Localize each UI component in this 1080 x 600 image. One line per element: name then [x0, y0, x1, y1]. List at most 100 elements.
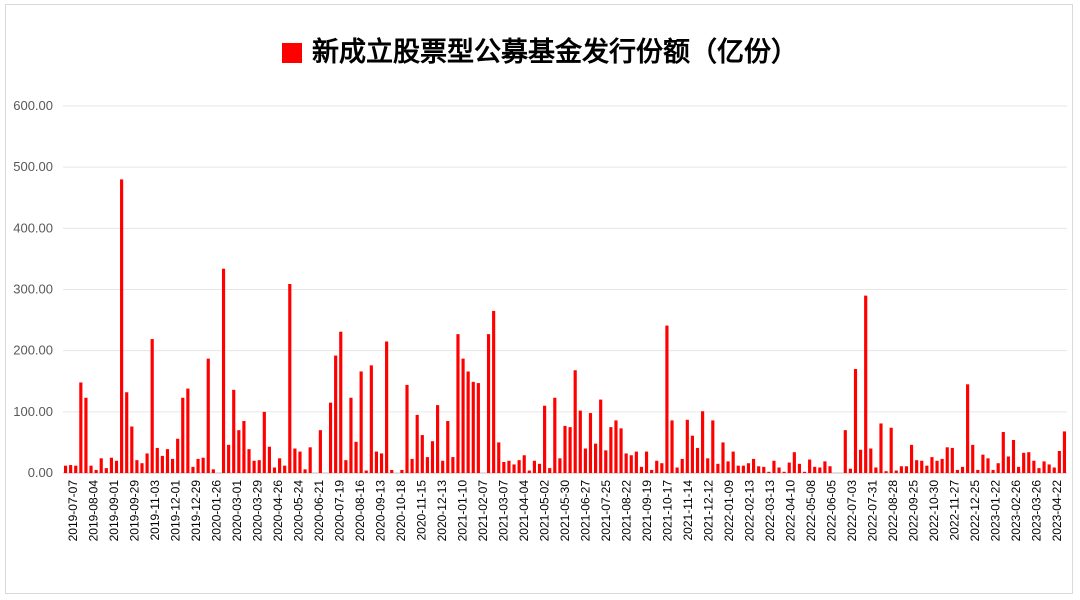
legend-swatch — [282, 43, 302, 63]
bar — [1001, 432, 1005, 473]
x-tick-label: 2021-09-19 — [640, 480, 654, 542]
x-tick-label: 2022-07-31 — [865, 480, 879, 542]
x-tick-label: 2022-08-28 — [886, 480, 900, 542]
bar — [751, 458, 756, 473]
bar — [364, 470, 368, 473]
bar — [517, 460, 521, 473]
bar — [634, 451, 638, 473]
x-tick-label: 2023-03-26 — [1029, 480, 1043, 542]
x-tick-label: 2022-07-03 — [845, 480, 859, 542]
bar — [89, 465, 93, 473]
y-tick-label: 600.00 — [13, 98, 53, 113]
bar — [201, 457, 205, 473]
bar — [114, 460, 119, 473]
bar — [160, 455, 164, 473]
bar — [960, 466, 965, 473]
bar — [639, 466, 644, 473]
bar — [690, 435, 694, 473]
bar — [99, 458, 103, 473]
bar — [492, 310, 496, 473]
bar — [859, 449, 863, 473]
bar — [512, 464, 516, 473]
bar — [191, 466, 195, 473]
bar — [706, 458, 710, 473]
bar — [486, 334, 491, 473]
x-tick-label: 2020-01-26 — [210, 480, 224, 542]
bar — [232, 389, 236, 473]
bar — [553, 397, 557, 473]
x-tick-label: 2020-08-16 — [353, 480, 367, 542]
bar — [894, 470, 898, 473]
bar — [583, 448, 587, 473]
bar — [425, 457, 429, 473]
bar — [507, 460, 511, 473]
x-tick-label: 2021-08-22 — [620, 480, 634, 542]
bar — [787, 462, 791, 473]
y-tick-label: 100.00 — [13, 404, 53, 419]
bar — [104, 468, 108, 473]
bar — [262, 411, 266, 473]
bar — [981, 454, 985, 473]
bar — [221, 268, 226, 473]
bar — [1047, 464, 1051, 473]
bar — [935, 460, 939, 473]
bar — [109, 457, 113, 473]
bar — [390, 469, 394, 473]
x-tick-label: 2022-12-25 — [968, 480, 982, 542]
bar — [293, 448, 297, 473]
chart-frame — [5, 4, 1073, 594]
bar — [165, 449, 170, 473]
bar — [359, 371, 363, 473]
bar — [339, 331, 343, 473]
x-tick-label: 2021-12-12 — [701, 480, 715, 542]
bar — [573, 370, 577, 473]
bar — [1052, 467, 1056, 473]
bar — [441, 460, 445, 473]
bar — [1062, 431, 1067, 473]
bar — [130, 426, 134, 473]
x-tick-label: 2019-09-29 — [128, 480, 142, 542]
bar — [986, 458, 990, 473]
bar — [227, 444, 231, 473]
bar — [930, 457, 934, 473]
bar — [420, 435, 424, 473]
bar — [298, 451, 302, 473]
bar — [272, 467, 277, 473]
bar — [889, 427, 893, 473]
bar — [63, 465, 68, 473]
bar — [461, 358, 465, 473]
bar — [644, 451, 649, 473]
bar — [808, 459, 812, 473]
bar — [711, 420, 715, 473]
x-tick-label: 2022-06-05 — [824, 480, 838, 542]
bar — [125, 392, 129, 473]
bar — [869, 448, 873, 473]
bar — [823, 461, 827, 473]
bar — [206, 358, 210, 473]
bar — [135, 460, 139, 473]
x-tick-label: 2019-09-01 — [107, 480, 121, 542]
x-tick-label: 2023-04-22 — [1050, 480, 1064, 542]
x-tick-label: 2020-11-15 — [415, 480, 429, 541]
x-tick-label: 2019-12-29 — [189, 480, 203, 542]
bar — [211, 469, 215, 473]
bar — [966, 384, 970, 473]
bar — [767, 471, 771, 473]
y-tick-label: 0.00 — [28, 465, 53, 480]
bar — [242, 421, 246, 473]
bar — [288, 284, 292, 473]
bar — [247, 449, 251, 473]
bar — [1037, 468, 1041, 473]
bar — [257, 460, 261, 473]
bar — [476, 383, 480, 473]
x-tick-label: 2022-01-09 — [722, 480, 736, 542]
bar — [74, 465, 78, 473]
bar — [471, 381, 475, 473]
bar — [741, 465, 745, 473]
bar — [374, 451, 379, 473]
bar — [369, 365, 373, 473]
bar — [675, 467, 679, 473]
bar — [466, 371, 470, 473]
bar — [522, 455, 526, 473]
